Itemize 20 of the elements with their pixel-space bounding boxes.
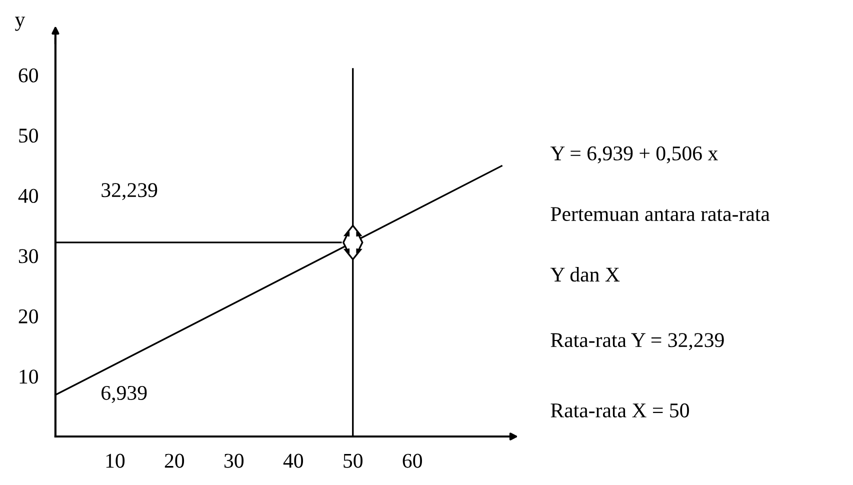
y-tick-label: 50 bbox=[19, 128, 38, 143]
text: Y dan X bbox=[550, 267, 620, 282]
text: Rata-rata Y = 32,239 bbox=[550, 333, 724, 350]
y-tick-label: 40 bbox=[18, 188, 38, 203]
y-axis-title: y bbox=[15, 16, 26, 31]
text: Y = 6,939 + 0,506 x bbox=[550, 146, 718, 164]
y-tick-label: 10 bbox=[20, 370, 38, 384]
text: Pertemuan antara rata-rata bbox=[550, 207, 770, 222]
y-tick-label: 60 bbox=[18, 68, 38, 82]
x-tick-label: 40 bbox=[283, 454, 304, 468]
x-tick-label: 60 bbox=[402, 454, 422, 468]
x-tick-label: 10 bbox=[106, 454, 125, 468]
annotation: 6,939 bbox=[102, 386, 147, 403]
x-tick-label: 50 bbox=[344, 454, 362, 468]
y-tick-label: 20 bbox=[18, 309, 38, 324]
x-tick-label: 20 bbox=[164, 454, 184, 468]
x-tick-label: 30 bbox=[224, 454, 244, 468]
text: Rata-rata X = 50 bbox=[550, 403, 689, 418]
annotation: 32,239 bbox=[102, 183, 158, 200]
y-tick-label: 30 bbox=[18, 249, 38, 264]
